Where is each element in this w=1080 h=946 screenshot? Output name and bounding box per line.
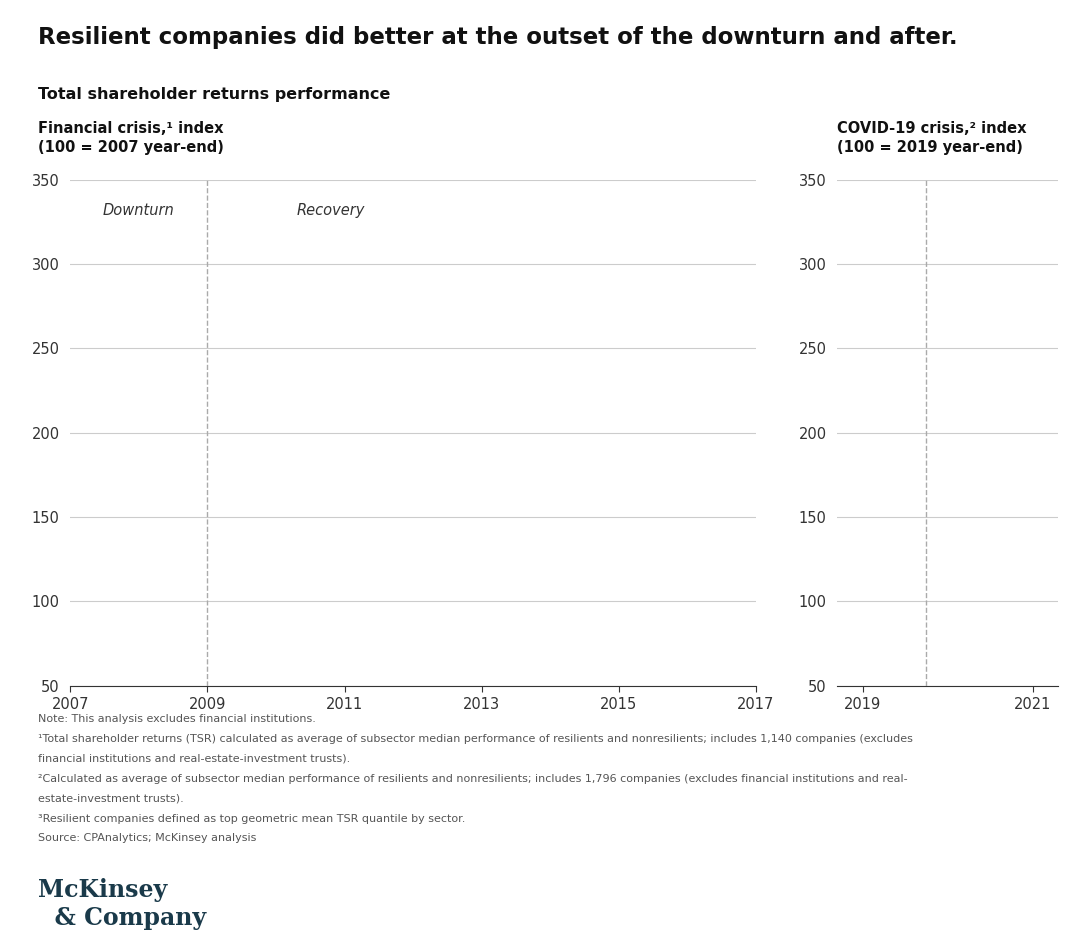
Text: (100 = 2007 year-end): (100 = 2007 year-end) [38,140,224,155]
Text: Recovery: Recovery [297,203,365,219]
Text: Total shareholder returns performance: Total shareholder returns performance [38,87,390,102]
Text: ³Resilient companies defined as top geometric mean TSR quantile by sector.: ³Resilient companies defined as top geom… [38,814,465,824]
Text: COVID-19 crisis,² index: COVID-19 crisis,² index [837,121,1026,136]
Text: Note: This analysis excludes financial institutions.: Note: This analysis excludes financial i… [38,714,315,725]
Text: ¹Total shareholder returns (TSR) calculated as average of subsector median perfo: ¹Total shareholder returns (TSR) calcula… [38,734,913,745]
Text: Downturn: Downturn [103,203,175,219]
Text: financial institutions and real-estate-investment trusts).: financial institutions and real-estate-i… [38,754,350,764]
Text: Resilient companies did better at the outset of the downturn and after.: Resilient companies did better at the ou… [38,26,958,49]
Text: Source: CPAnalytics; McKinsey analysis: Source: CPAnalytics; McKinsey analysis [38,833,256,844]
Text: & Company: & Company [38,906,206,930]
Text: Financial crisis,¹ index: Financial crisis,¹ index [38,121,224,136]
Text: ²Calculated as average of subsector median performance of resilients and nonresi: ²Calculated as average of subsector medi… [38,774,907,784]
Text: McKinsey: McKinsey [38,878,167,902]
Text: (100 = 2019 year-end): (100 = 2019 year-end) [837,140,1023,155]
Text: estate-investment trusts).: estate-investment trusts). [38,794,184,804]
